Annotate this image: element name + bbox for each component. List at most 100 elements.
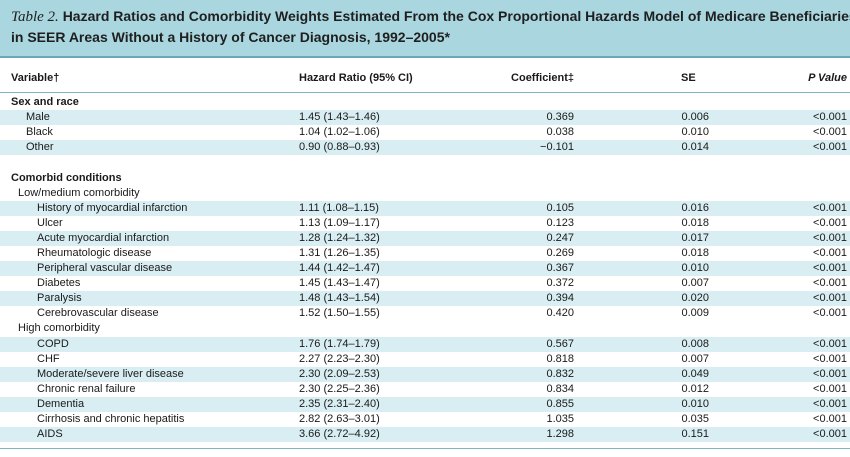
cell-se: 0.007 xyxy=(681,277,709,289)
cell-hazard-ratio: 1.04 (1.02–1.06) xyxy=(299,126,380,138)
cell-coefficient: 0.818 xyxy=(546,353,574,365)
cell-variable: Male xyxy=(26,111,50,123)
bottom-rule xyxy=(0,448,850,449)
header-p-italic: P Value xyxy=(808,72,847,84)
header-p-value: P Value xyxy=(808,72,847,84)
header-rule xyxy=(0,92,850,93)
cell-hazard-ratio: 1.45 (1.43–1.46) xyxy=(299,111,380,123)
cell-se: 0.009 xyxy=(681,307,709,319)
cell-hazard-ratio: 2.30 (2.25–2.36) xyxy=(299,383,380,395)
cell-variable: Moderate/severe liver disease xyxy=(37,368,184,380)
cell-hazard-ratio: 1.31 (1.26–1.35) xyxy=(299,247,380,259)
cell-p-value: <0.001 xyxy=(813,368,847,380)
cell-variable: Dementia xyxy=(37,398,85,410)
cell-variable: Other xyxy=(26,141,54,153)
table-row: CHF 2.27 (2.23–2.30) 0.818 0.007 <0.001 xyxy=(0,352,850,367)
cell-p-value: <0.001 xyxy=(813,307,847,319)
table-row: Male 1.45 (1.43–1.46) 0.369 0.006 <0.001 xyxy=(0,110,850,125)
cell-p-value: <0.001 xyxy=(813,141,847,153)
cell-se: 0.016 xyxy=(681,202,709,214)
table-title-line-2: in SEER Areas Without a History of Cance… xyxy=(11,29,450,45)
cell-p-value: <0.001 xyxy=(813,262,847,274)
cell-p-value: <0.001 xyxy=(813,111,847,123)
cell-se: 0.006 xyxy=(681,111,709,123)
table-row: Paralysis 1.48 (1.43–1.54) 0.394 0.020 <0.00… xyxy=(0,291,850,306)
cell-p-value: <0.001 xyxy=(813,277,847,289)
header-hazard-ratio: Hazard Ratio (95% CI) xyxy=(299,72,413,84)
table-title-band: Table 2. Hazard Ratios and Comorbidity W… xyxy=(0,0,850,58)
cell-p-value: <0.001 xyxy=(813,126,847,138)
cell-variable: Paralysis xyxy=(37,292,82,304)
cell-p-value: <0.001 xyxy=(813,428,847,440)
cell-variable: Acute myocardial infarction xyxy=(37,232,170,244)
table-row: Black 1.04 (1.02–1.06) 0.038 0.010 <0.001 xyxy=(0,125,850,140)
cell-se: 0.049 xyxy=(681,368,709,380)
header-se: SE xyxy=(681,72,696,84)
table-row: AIDS 3.66 (2.72–4.92) 1.298 0.151 <0.001 xyxy=(0,427,850,442)
cell-hazard-ratio: 2.35 (2.31–2.40) xyxy=(299,398,380,410)
cell-p-value: <0.001 xyxy=(813,292,847,304)
cell-variable: CHF xyxy=(37,353,60,365)
cell-coefficient: −0.101 xyxy=(540,141,574,153)
subsection-low-medium: Low/medium comorbidity xyxy=(18,187,140,199)
table-row: Diabetes 1.45 (1.43–1.47) 0.372 0.007 <0.001 xyxy=(0,276,850,291)
cell-hazard-ratio: 1.45 (1.43–1.47) xyxy=(299,277,380,289)
table-row: Chronic renal failure 2.30 (2.25–2.36) 0.8… xyxy=(0,382,850,397)
cell-hazard-ratio: 2.27 (2.23–2.30) xyxy=(299,353,380,365)
cell-variable: AIDS xyxy=(37,428,63,440)
cell-variable: Rheumatologic disease xyxy=(37,247,152,259)
cell-se: 0.010 xyxy=(681,398,709,410)
cell-variable: COPD xyxy=(37,338,69,350)
cell-se: 0.014 xyxy=(681,141,709,153)
cell-hazard-ratio: 2.82 (2.63–3.01) xyxy=(299,413,380,425)
cell-p-value: <0.001 xyxy=(813,338,847,350)
cell-p-value: <0.001 xyxy=(813,383,847,395)
cell-variable: Chronic renal failure xyxy=(37,383,136,395)
cell-variable: History of myocardial infarction xyxy=(37,202,188,214)
cell-variable: Cerebrovascular disease xyxy=(37,307,159,319)
cell-coefficient: 0.269 xyxy=(546,247,574,259)
cell-coefficient: 0.420 xyxy=(546,307,574,319)
cell-hazard-ratio: 3.66 (2.72–4.92) xyxy=(299,428,380,440)
cell-se: 0.020 xyxy=(681,292,709,304)
table-title-line-1: Table 2. Hazard Ratios and Comorbidity W… xyxy=(11,8,850,26)
table-row: History of myocardial infarction 1.11 (1.… xyxy=(0,201,850,216)
cell-coefficient: 0.394 xyxy=(546,292,574,304)
cell-hazard-ratio: 1.28 (1.24–1.32) xyxy=(299,232,380,244)
cell-p-value: <0.001 xyxy=(813,202,847,214)
cell-se: 0.017 xyxy=(681,232,709,244)
cell-variable: Diabetes xyxy=(37,277,81,289)
cell-hazard-ratio: 2.30 (2.09–2.53) xyxy=(299,368,380,380)
cell-coefficient: 1.035 xyxy=(546,413,574,425)
cell-coefficient: 0.105 xyxy=(546,202,574,214)
cell-p-value: <0.001 xyxy=(813,398,847,410)
cell-se: 0.007 xyxy=(681,353,709,365)
cell-variable: Ulcer xyxy=(37,217,63,229)
cell-coefficient: 0.372 xyxy=(546,277,574,289)
cell-se: 0.018 xyxy=(681,217,709,229)
table-row: Peripheral vascular disease 1.44 (1.42–1.… xyxy=(0,261,850,276)
cell-coefficient: 0.123 xyxy=(546,217,574,229)
cell-hazard-ratio: 1.76 (1.74–1.79) xyxy=(299,338,380,350)
cell-coefficient: 0.834 xyxy=(546,383,574,395)
cell-variable: Peripheral vascular disease xyxy=(37,262,173,274)
cell-se: 0.010 xyxy=(681,126,709,138)
cell-coefficient: 0.832 xyxy=(546,368,574,380)
cell-se: 0.035 xyxy=(681,413,709,425)
cell-se: 0.010 xyxy=(681,262,709,274)
table-row: Ulcer 1.13 (1.09–1.17) 0.123 0.018 <0.001 xyxy=(0,216,850,231)
cell-coefficient: 1.298 xyxy=(546,428,574,440)
section-comorbid: Comorbid conditions xyxy=(11,172,122,184)
cell-se: 0.008 xyxy=(681,338,709,350)
cell-p-value: <0.001 xyxy=(813,353,847,365)
cell-p-value: <0.001 xyxy=(813,247,847,259)
table-number: Table 2. xyxy=(11,9,59,25)
table-row: Other 0.90 (0.88–0.93) −0.101 0.014 <0.001 xyxy=(0,140,850,155)
cell-variable: Cirrhosis and chronic hepatitis xyxy=(37,413,185,425)
table-row: COPD 1.76 (1.74–1.79) 0.567 0.008 <0.001 xyxy=(0,337,850,352)
cell-p-value: <0.001 xyxy=(813,217,847,229)
cell-variable: Black xyxy=(26,126,53,138)
header-variable: Variable† xyxy=(11,72,60,84)
cell-se: 0.012 xyxy=(681,383,709,395)
cell-coefficient: 0.367 xyxy=(546,262,574,274)
